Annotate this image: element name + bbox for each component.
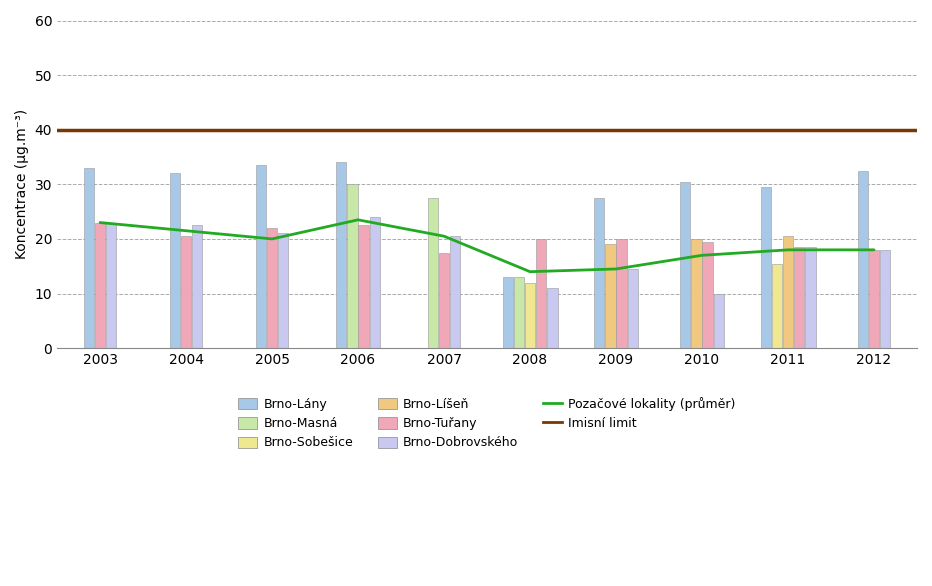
Bar	[192, 225, 202, 348]
Bar	[880, 250, 890, 348]
Bar	[525, 282, 535, 348]
Bar	[170, 173, 180, 348]
Bar	[278, 233, 288, 348]
Bar	[181, 236, 191, 348]
Bar	[267, 228, 277, 348]
Bar	[783, 236, 793, 348]
Bar	[714, 294, 724, 348]
Y-axis label: Koncentrace (µg.m⁻³): Koncentrace (µg.m⁻³)	[15, 109, 29, 260]
Bar	[772, 264, 782, 348]
Legend: Brno-Lány, Brno-Masná, Brno-Sobešice, Brno-Líšeň, Brno-Tuřany, Brno-Dobrovského,: Brno-Lány, Brno-Masná, Brno-Sobešice, Br…	[239, 397, 735, 449]
Bar	[106, 223, 116, 348]
Bar	[428, 198, 438, 348]
Bar	[627, 269, 637, 348]
Bar	[255, 165, 266, 348]
Bar	[761, 187, 771, 348]
Bar	[857, 171, 868, 348]
Bar	[502, 277, 513, 348]
Bar	[348, 185, 358, 348]
Bar	[680, 182, 691, 348]
Bar	[450, 236, 460, 348]
Bar	[869, 250, 879, 348]
Bar	[605, 244, 615, 348]
Bar	[536, 239, 546, 348]
Bar	[95, 223, 105, 348]
Bar	[805, 247, 816, 348]
Bar	[359, 225, 369, 348]
Bar	[594, 198, 604, 348]
Bar	[514, 277, 524, 348]
Bar	[84, 168, 94, 348]
Bar	[370, 217, 380, 348]
Bar	[336, 162, 347, 348]
Bar	[794, 247, 804, 348]
Bar	[439, 253, 449, 348]
Bar	[616, 239, 626, 348]
Bar	[547, 288, 557, 348]
Bar	[692, 239, 702, 348]
Bar	[703, 241, 713, 348]
